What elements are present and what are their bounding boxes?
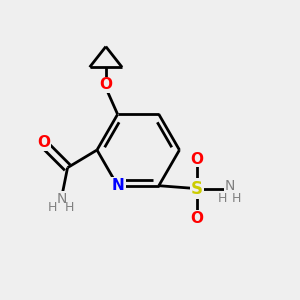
Text: H: H bbox=[48, 201, 58, 214]
Text: O: O bbox=[99, 77, 112, 92]
Text: H: H bbox=[232, 192, 242, 206]
Text: N: N bbox=[56, 192, 67, 206]
Text: O: O bbox=[190, 152, 204, 167]
Text: H: H bbox=[64, 201, 74, 214]
Text: O: O bbox=[190, 211, 204, 226]
Text: H: H bbox=[218, 192, 227, 206]
Text: N: N bbox=[224, 179, 235, 193]
Text: N: N bbox=[111, 178, 124, 193]
Text: O: O bbox=[38, 135, 50, 150]
Text: S: S bbox=[191, 180, 203, 198]
